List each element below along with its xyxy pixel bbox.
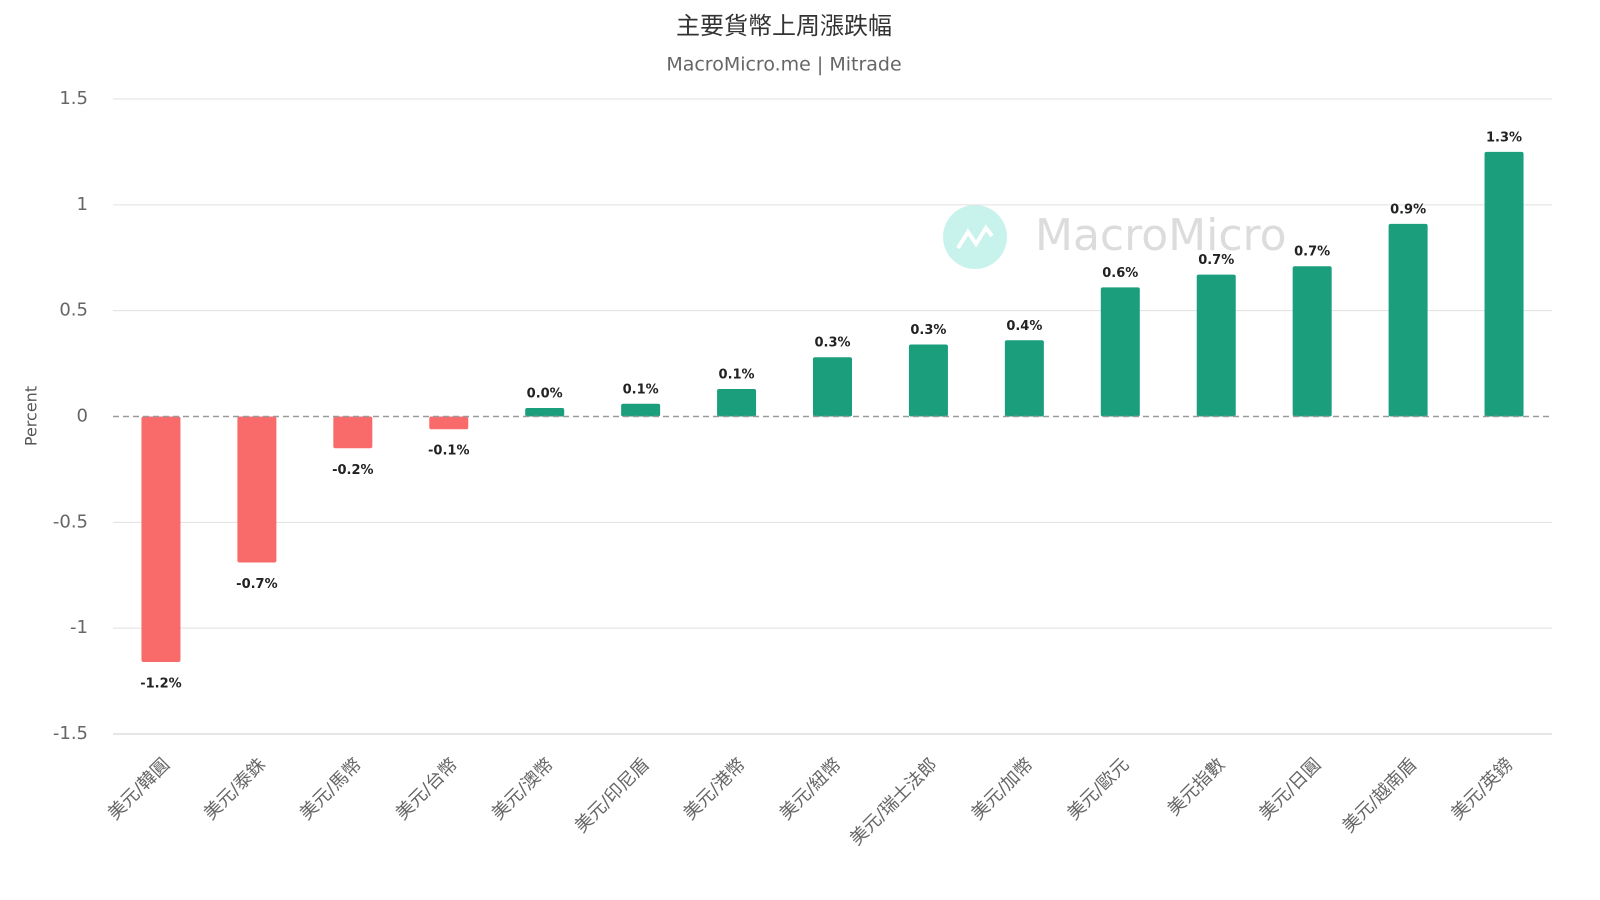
bar <box>1388 223 1428 417</box>
chart-subtitle: MacroMicro.me | Mitrade <box>666 54 901 76</box>
x-tick-label: 美元/馬幣 <box>296 754 366 824</box>
x-tick-label: 美元/台幣 <box>392 754 462 824</box>
data-label: 0.4% <box>1006 319 1042 334</box>
bar <box>141 416 181 663</box>
watermark-logo-line <box>956 224 994 250</box>
data-label: -0.1% <box>428 444 469 459</box>
x-tick-label: 美元/港幣 <box>680 754 750 824</box>
bar <box>1100 287 1140 417</box>
y-tick-label: 0 <box>77 406 88 427</box>
x-tick-label: 美元/歐元 <box>1063 754 1133 824</box>
x-tick-label: 美元/印尼盾 <box>571 754 654 837</box>
bar <box>717 388 757 417</box>
y-tick-label: -0.5 <box>53 511 88 532</box>
data-label: -0.7% <box>236 577 277 592</box>
bar <box>237 416 277 563</box>
x-tick-label: 美元/越南盾 <box>1338 754 1421 837</box>
y-tick-label: -1.5 <box>53 723 88 744</box>
watermark: MacroMicro <box>943 205 1287 269</box>
bar <box>1004 340 1044 417</box>
data-label: 0.1% <box>719 367 755 382</box>
x-tick-label: 美元/加幣 <box>967 754 1037 824</box>
data-label: 0.0% <box>527 387 563 402</box>
data-label: 0.3% <box>910 323 946 338</box>
bar <box>333 416 373 449</box>
x-tick-label: 美元/英鎊 <box>1447 754 1517 824</box>
x-tick-label: 美元/泰銖 <box>200 754 270 824</box>
data-label: 1.3% <box>1486 130 1522 145</box>
x-tick-label: 美元/紐幣 <box>776 754 846 824</box>
chart-title: 主要貨幣上周漲跌幅 <box>676 12 892 40</box>
bar <box>429 416 469 430</box>
watermark-logo <box>943 205 1007 269</box>
x-tick-label: 美元/瑞士法郎 <box>846 754 942 850</box>
bar <box>1292 266 1332 417</box>
x-tick-label: 美元/韓圓 <box>104 754 174 824</box>
bar <box>908 344 948 417</box>
data-label: 0.7% <box>1294 245 1330 260</box>
data-label: -0.2% <box>332 463 373 478</box>
bar <box>525 408 565 417</box>
y-tick-label: 0.5 <box>59 300 88 321</box>
data-label: 0.9% <box>1390 202 1426 217</box>
x-tick-label: 美元指數 <box>1164 754 1230 820</box>
data-label: 0.6% <box>1102 266 1138 281</box>
watermark-text: MacroMicro <box>1035 210 1287 261</box>
x-tick-label: 美元/日圓 <box>1255 754 1325 824</box>
data-label: 0.1% <box>623 382 659 397</box>
y-tick-label: 1.5 <box>59 88 88 109</box>
y-axis-label: Percent <box>22 386 41 446</box>
bar <box>1196 274 1236 417</box>
x-tick-label: 美元/澳幣 <box>488 754 558 824</box>
bar <box>813 357 852 417</box>
bar <box>621 403 661 417</box>
y-tick-label: -1 <box>70 617 88 638</box>
data-label: 0.3% <box>814 336 850 351</box>
data-label: 0.7% <box>1198 253 1234 268</box>
data-label: -1.2% <box>140 677 181 692</box>
bar <box>1484 151 1524 417</box>
y-tick-label: 1 <box>77 194 88 215</box>
